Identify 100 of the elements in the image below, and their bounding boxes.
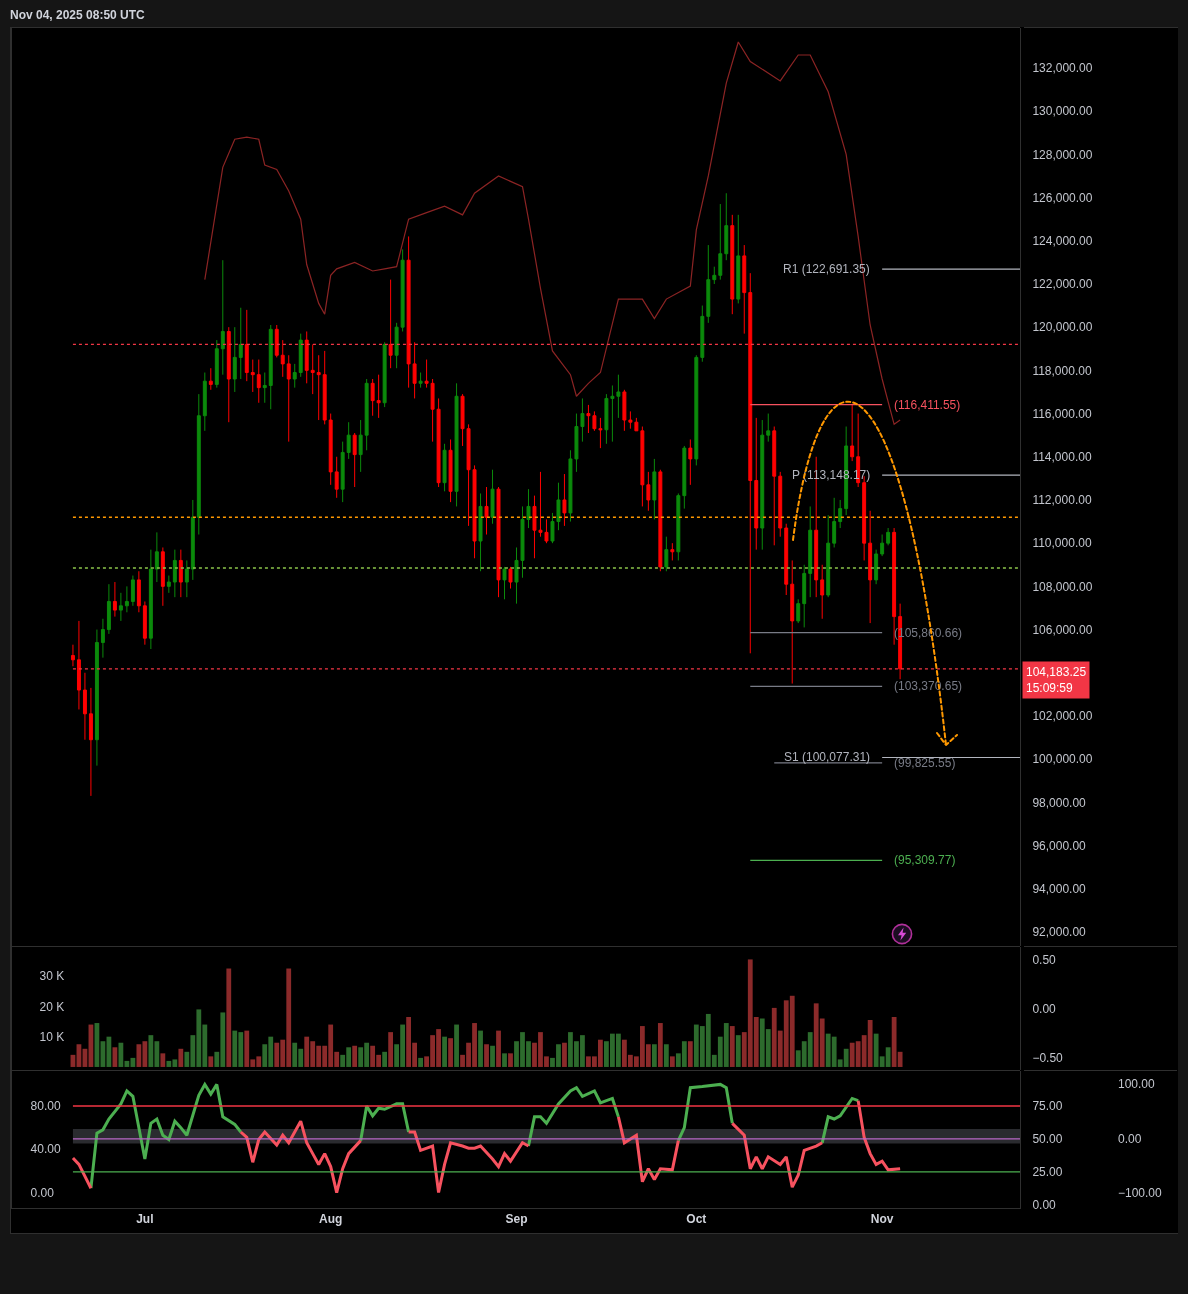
candlestick (724, 192, 729, 261)
candlestick (712, 266, 717, 285)
candlestick (484, 486, 489, 536)
bar (226, 968, 232, 1067)
annotation: (116,411.55) (894, 398, 961, 412)
bar (208, 1056, 214, 1067)
candlestick (850, 404, 855, 462)
bar (484, 1044, 489, 1067)
bar (496, 1030, 501, 1067)
annotation: (99,825.55) (894, 756, 956, 770)
candlestick (370, 378, 375, 417)
y2-tick-label: 25.00 (1032, 1165, 1063, 1180)
bar (454, 1024, 459, 1067)
y3-tick-label: −100.00 (1118, 1186, 1163, 1201)
candlestick (274, 324, 279, 358)
bar (352, 1045, 358, 1067)
candlestick (268, 324, 273, 410)
candlestick (754, 417, 759, 551)
candlestick (208, 367, 213, 391)
candlestick (298, 333, 303, 378)
candlestick (688, 438, 693, 486)
candlestick (334, 456, 339, 499)
candlestick (382, 341, 387, 408)
y-tick-label: 132,000.00 (1032, 61, 1093, 76)
candlestick (136, 570, 141, 613)
y-tick-label: 126,000.00 (1032, 190, 1093, 205)
candlestick (868, 510, 873, 624)
candlestick (772, 426, 777, 546)
x-tick-label: Nov (870, 1212, 894, 1227)
candlestick (322, 350, 327, 425)
y-tick-label: 98,000.00 (1032, 795, 1087, 810)
candlestick (286, 354, 291, 443)
candlestick (796, 598, 801, 624)
y-tick-label: 102,000.00 (1032, 709, 1093, 724)
bar (663, 1044, 669, 1067)
candlestick (670, 542, 675, 561)
candlestick (190, 499, 195, 581)
candlestick (826, 514, 831, 598)
bar (442, 1036, 447, 1067)
candlestick (100, 618, 105, 659)
y-tick-label: 94,000.00 (1032, 881, 1087, 896)
y-tick-label: 114,000.00 (1032, 449, 1092, 464)
y-tick-label: 92,000.00 (1032, 925, 1087, 940)
annotation: S1 (100,077.31) (784, 750, 871, 764)
bar (388, 1032, 394, 1067)
candlestick (310, 343, 315, 395)
bar (735, 1035, 741, 1067)
candlestick (748, 272, 753, 654)
candlestick (166, 575, 171, 594)
y-tick-label: 10 K (39, 1029, 65, 1044)
candlestick (238, 307, 243, 380)
candlestick (118, 592, 123, 622)
candlestick (316, 354, 321, 421)
y2-tick-label: 0.50 (1032, 952, 1057, 967)
candlestick (256, 359, 261, 404)
candlestick (736, 214, 741, 304)
candlestick (730, 214, 735, 315)
candlestick (244, 309, 249, 382)
candlestick (148, 549, 153, 650)
candlestick (694, 354, 699, 466)
bar (651, 1044, 657, 1067)
candlestick (874, 549, 879, 585)
candlestick (358, 419, 363, 473)
candlestick (838, 499, 843, 529)
candlestick (454, 382, 459, 507)
candlestick (784, 523, 789, 596)
bar (178, 1048, 184, 1067)
candlestick (820, 564, 825, 620)
candlestick (232, 326, 237, 393)
y-tick-label: 116,000.00 (1032, 406, 1092, 421)
bar (657, 1023, 663, 1067)
candlestick (328, 413, 333, 486)
candlestick (112, 581, 117, 618)
candlestick (76, 620, 81, 710)
candlestick (496, 486, 501, 598)
text: Nov 04, 2025 08:50 UTC (10, 8, 145, 22)
candlestick (700, 305, 705, 363)
candlestick (178, 549, 183, 598)
candlestick (196, 393, 201, 536)
bar (687, 1041, 693, 1067)
candlestick (502, 566, 507, 600)
bar (382, 1051, 388, 1067)
candlestick (442, 443, 447, 492)
candlestick (160, 546, 165, 607)
bar (502, 1053, 507, 1067)
candlestick (292, 363, 297, 389)
y-tick-label: 0.00 (30, 1185, 55, 1200)
annotation: (95,309.77) (894, 853, 956, 867)
candlestick (664, 536, 669, 572)
candlestick (448, 438, 453, 503)
candlestick (676, 492, 681, 561)
y2-tick-label: 75.00 (1032, 1099, 1063, 1114)
candlestick (340, 441, 345, 503)
y-tick-label: 118,000.00 (1032, 363, 1092, 378)
annotation: (103,370.65) (894, 679, 963, 693)
bar (418, 1057, 423, 1067)
candlestick (82, 672, 87, 741)
candlestick (646, 471, 651, 512)
candlestick (88, 687, 93, 797)
y-tick-label: 124,000.00 (1032, 233, 1093, 248)
